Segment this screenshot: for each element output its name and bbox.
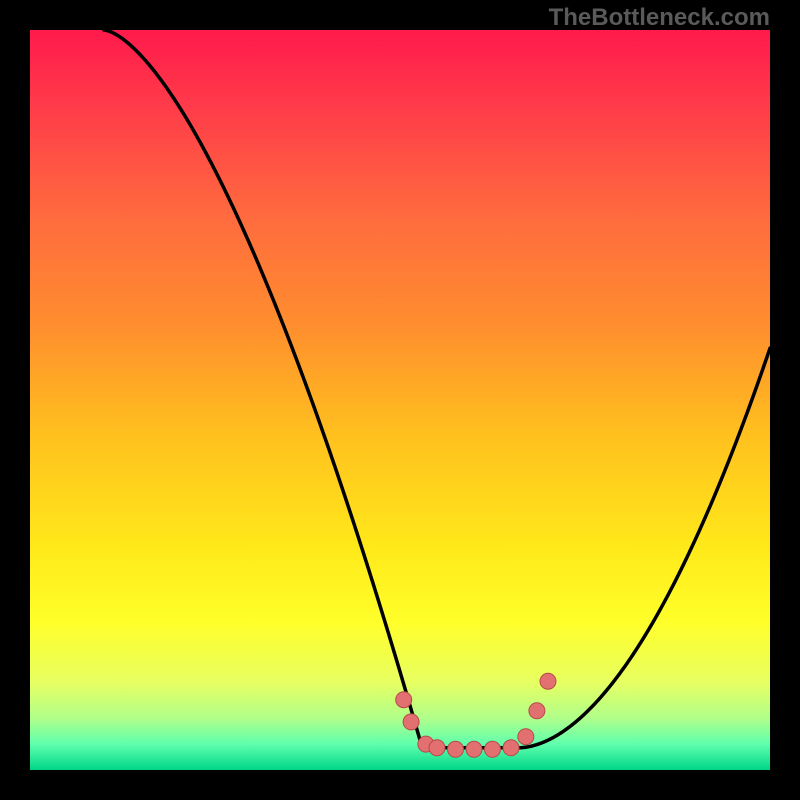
- chart-container: TheBottleneck.com: [0, 0, 800, 800]
- gradient-background: [30, 30, 770, 770]
- watermark-text: TheBottleneck.com: [549, 4, 770, 32]
- plot-area: [30, 30, 770, 770]
